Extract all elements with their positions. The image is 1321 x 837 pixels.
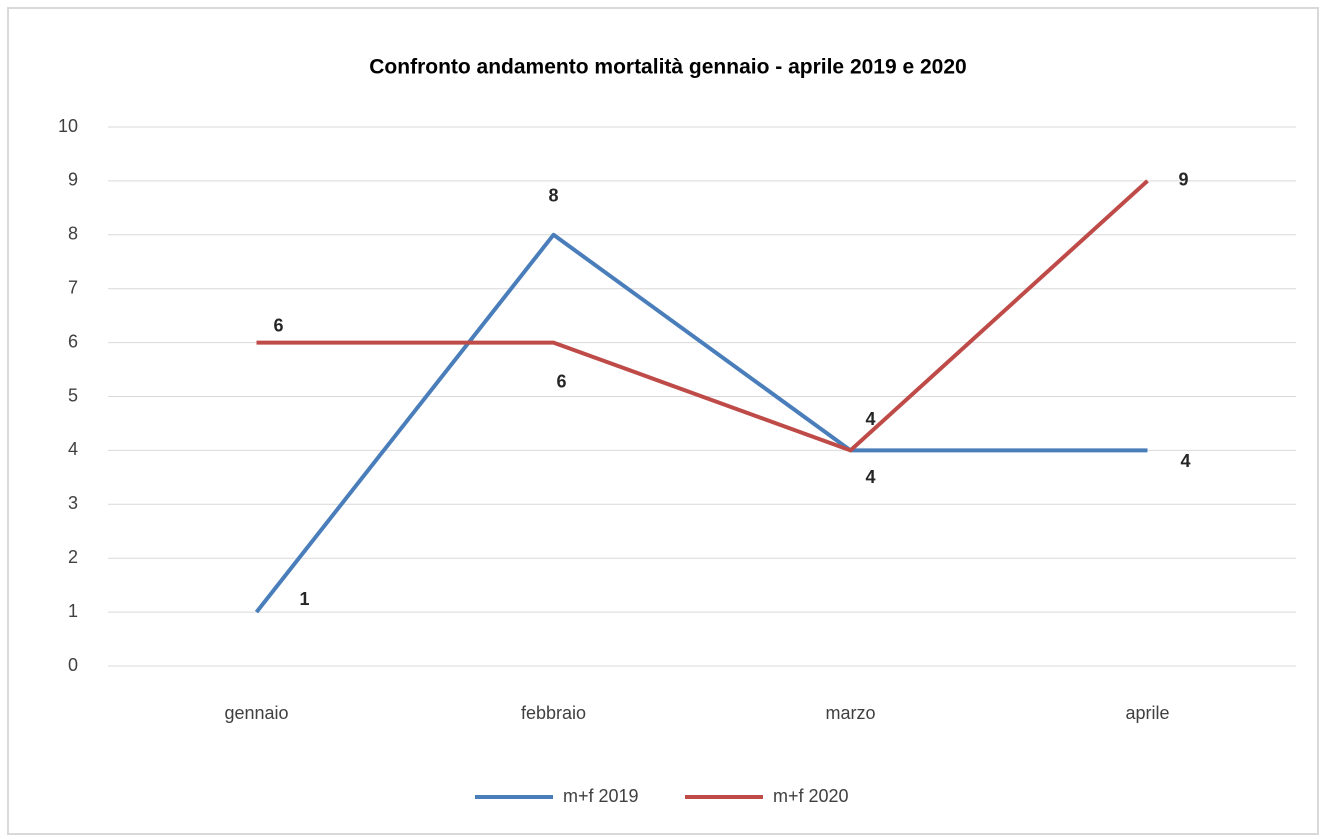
y-tick-label: 2 (68, 547, 78, 567)
series-line (254, 232, 1148, 614)
y-tick-label: 1 (68, 601, 78, 621)
data-label: 4 (865, 409, 875, 429)
x-tick-label: marzo (825, 703, 875, 723)
data-label: 9 (1178, 170, 1188, 190)
chart-title: Confronto andamento mortalità gennaio - … (369, 56, 966, 79)
y-tick-label: 6 (68, 331, 78, 351)
data-label: 6 (556, 371, 566, 391)
data-label: 6 (273, 315, 283, 335)
y-tick-label: 10 (58, 116, 78, 136)
legend-label: m+f 2020 (773, 786, 849, 806)
y-tick-label: 9 (68, 170, 78, 190)
x-tick-label: febbraio (521, 703, 586, 723)
data-label: 4 (865, 467, 875, 487)
series-line (256, 179, 1149, 453)
y-tick-label: 8 (68, 224, 78, 244)
y-tick-label: 0 (68, 655, 78, 675)
x-tick-label: gennaio (224, 703, 288, 723)
y-tick-label: 7 (68, 277, 78, 297)
data-label: 8 (548, 186, 558, 206)
data-label: 4 (1180, 451, 1190, 471)
chart-border (7, 7, 1319, 835)
y-tick-label: 3 (68, 493, 78, 513)
data-label: 1 (299, 589, 309, 609)
y-tick-label: 4 (68, 439, 78, 459)
y-tick-label: 5 (68, 385, 78, 405)
legend-label: m+f 2019 (563, 786, 639, 806)
x-tick-label: aprile (1125, 703, 1169, 723)
